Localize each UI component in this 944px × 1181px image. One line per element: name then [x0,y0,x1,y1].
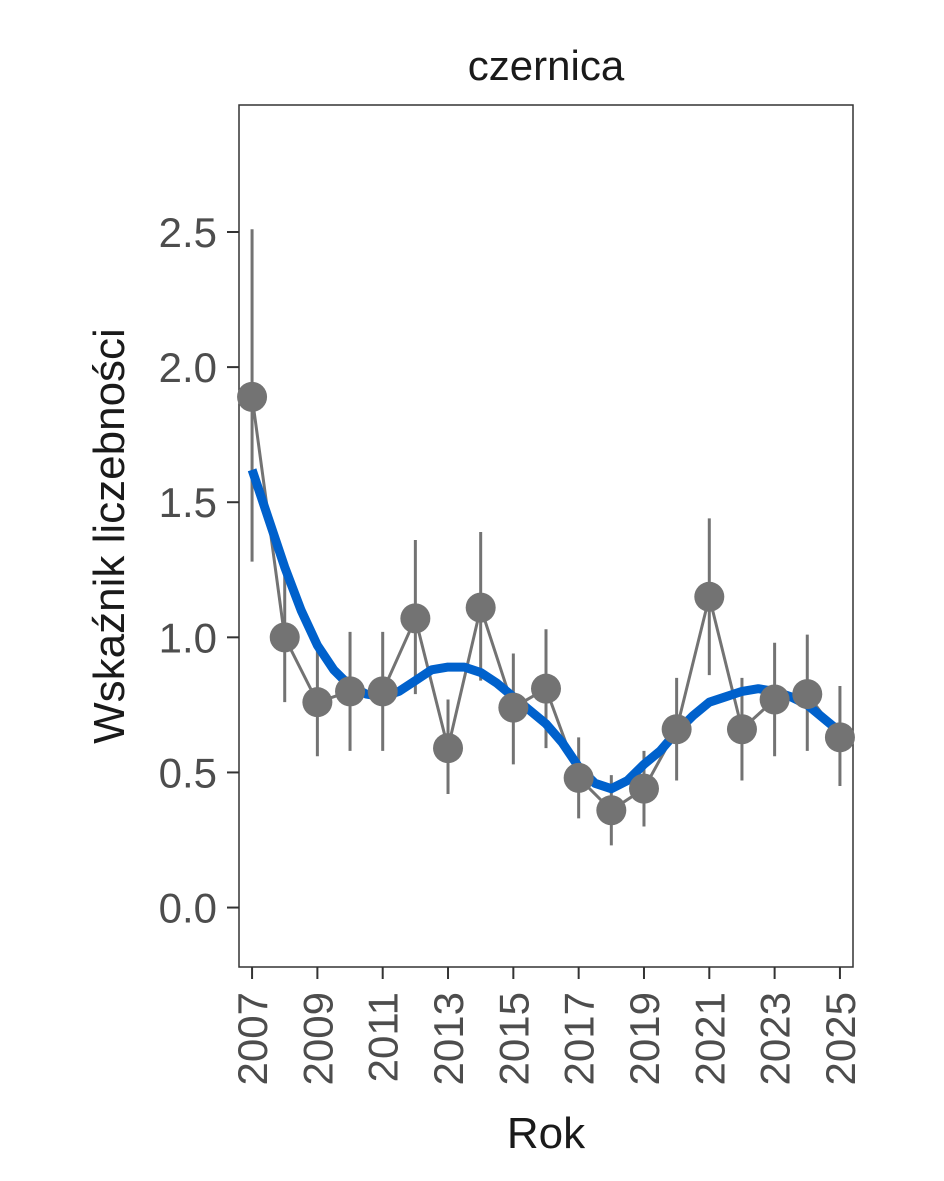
data-point [726,714,757,745]
data-point [694,581,725,612]
data-point [824,722,855,753]
y-tick-label: 0.0 [159,885,217,932]
data-point [531,673,561,704]
data-point [367,676,398,707]
x-tick-label: 2023 [752,992,799,1085]
data-point [628,773,659,804]
data-point [237,381,268,412]
x-tick-label: 2017 [556,992,603,1085]
x-axis: 2007 2009 2011 2013 2015 2017 2019 2021 2023 2025 [229,967,864,1085]
data-point [465,592,496,623]
x-tick-label: 2007 [229,992,276,1085]
y-axis-label: Wskaźnik liczebności [85,328,134,744]
data-point [302,687,333,718]
data-point [498,692,529,723]
data-point [661,714,692,745]
y-tick-label: 2.0 [159,344,217,391]
data-point [269,622,300,653]
data-point [792,679,823,710]
data-point [596,795,627,826]
x-axis-label: Rok [507,1109,586,1158]
y-tick-label: 2.5 [159,209,217,256]
y-tick-label: 0.5 [159,749,217,796]
data-point [759,684,790,715]
data-point [335,676,366,707]
x-tick-label: 2011 [360,992,407,1082]
chart-title: czernica [468,42,625,89]
y-axis: 0.0 0.5 1.0 1.5 2.0 2.5 [159,209,239,932]
x-tick-label: 2013 [425,992,472,1085]
x-tick-label: 2021 [686,992,733,1085]
y-tick-label: 1.5 [159,479,217,526]
y-tick-label: 1.0 [159,614,217,661]
plot-marks [237,229,855,846]
data-point [433,733,464,764]
x-tick-label: 2025 [817,992,864,1085]
plot-panel [238,104,854,968]
x-tick-label: 2009 [294,992,341,1085]
data-point [400,603,431,634]
x-tick-label: 2019 [621,992,668,1085]
x-tick-label: 2015 [490,992,537,1085]
data-point [563,762,594,793]
